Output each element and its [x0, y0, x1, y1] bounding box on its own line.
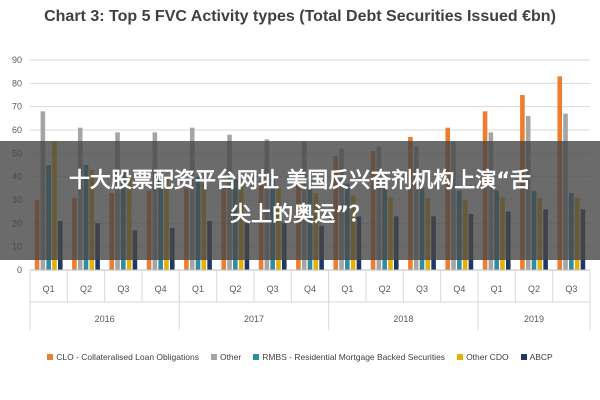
x-tick-label: Q2: [379, 284, 391, 294]
x-tick-label: Q3: [117, 284, 129, 294]
legend: CLO - Collateralised Loan Obligations Oth…: [0, 352, 600, 362]
legend-swatch: [210, 354, 217, 360]
year-label: 2016: [95, 314, 115, 324]
legend-label: CLO - Collateralised Loan Obligations: [56, 352, 199, 362]
y-tick-label: 70: [12, 102, 22, 112]
y-tick-label: 0: [17, 265, 22, 275]
legend-label: ABCP: [529, 352, 553, 362]
year-label: 2018: [393, 314, 413, 324]
overlay-caption: 十大股票配资平台网址 美国反兴奋剂机构上演“舌 尖上的奥运”？: [10, 163, 590, 231]
x-tick-label: Q4: [304, 284, 316, 294]
x-tick-label: Q4: [155, 284, 167, 294]
x-tick-label: Q2: [229, 284, 241, 294]
y-tick-label: 80: [12, 78, 22, 88]
chart-title: Chart 3: Top 5 FVC Activity types (Total…: [44, 8, 556, 25]
overlay-line-2: 尖上的奥运”？: [230, 202, 370, 226]
legend-item: ABCP: [520, 352, 553, 362]
legend-item: CLO - Collateralised Loan Obligations: [47, 352, 199, 362]
x-tick-label: Q3: [267, 284, 279, 294]
overlay-line-1: 十大股票配资平台网址 美国反兴奋剂机构上演“舌: [68, 168, 532, 192]
legend-item: RMBS - Residential Mortgage Backed Secur…: [253, 352, 445, 362]
x-tick-label: Q1: [491, 284, 503, 294]
x-tick-label: Q2: [80, 284, 92, 294]
x-axis: Q1 Q2 Q3 Q4 Q1 Q2 Q3 Q4 Q1 Q2 Q3 Q4 Q1 Q2 Q3 2016 2017 20…: [29, 269, 591, 330]
x-tick-label: Q1: [341, 284, 353, 294]
legend-label: Other CDO: [466, 352, 509, 362]
x-tick-label: Q3: [416, 284, 428, 294]
x-tick-label: Q2: [528, 284, 540, 294]
x-tick-label: Q4: [453, 284, 465, 294]
legend-item: Other CDO: [457, 352, 509, 362]
year-label: 2019: [524, 314, 544, 324]
y-tick-label: 90: [12, 55, 22, 65]
legend-label: RMBS - Residential Mortgage Backed Secur…: [262, 352, 446, 362]
legend-item: Other: [210, 352, 242, 362]
year-label: 2017: [244, 314, 264, 324]
x-tick-label: Q1: [192, 284, 204, 294]
overlay-banner: [0, 141, 600, 260]
x-tick-label: Q1: [43, 284, 55, 294]
legend-swatch: [457, 354, 464, 360]
legend-swatch: [520, 354, 527, 360]
y-tick-label: 60: [12, 125, 22, 135]
legend-label: Other: [219, 352, 242, 362]
x-tick-label: Q3: [565, 284, 577, 294]
legend-swatch: [47, 354, 54, 360]
legend-swatch: [253, 354, 260, 360]
